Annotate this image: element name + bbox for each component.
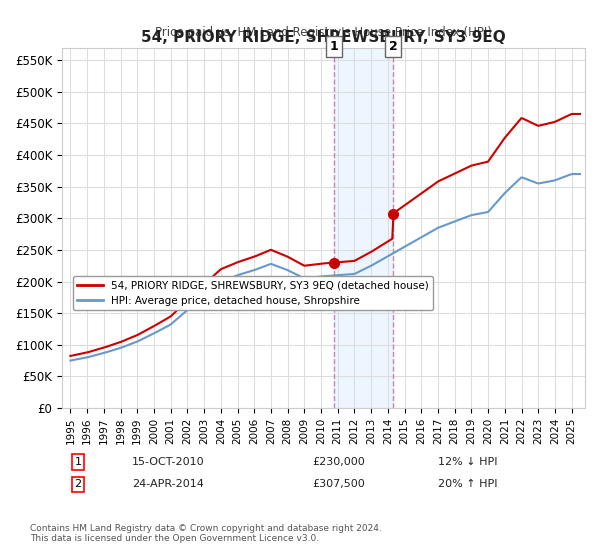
Text: 12% ↓ HPI: 12% ↓ HPI [438, 457, 497, 467]
Text: 15-OCT-2010: 15-OCT-2010 [132, 457, 205, 467]
Text: 2: 2 [74, 479, 82, 489]
Text: Price paid vs. HM Land Registry's House Price Index (HPI): Price paid vs. HM Land Registry's House … [155, 26, 492, 39]
Text: 2: 2 [389, 40, 397, 53]
Bar [334, 48, 393, 408]
Text: £307,500: £307,500 [312, 479, 365, 489]
Legend: 54, PRIORY RIDGE, SHREWSBURY, SY3 9EQ (detached house), HPI: Average price, deta: 54, PRIORY RIDGE, SHREWSBURY, SY3 9EQ (d… [73, 276, 433, 310]
Text: 24-APR-2014: 24-APR-2014 [132, 479, 204, 489]
Text: 1: 1 [74, 457, 82, 467]
Text: £230,000: £230,000 [312, 457, 365, 467]
Text: 1: 1 [330, 40, 338, 53]
Text: 20% ↑ HPI: 20% ↑ HPI [438, 479, 497, 489]
Text: Contains HM Land Registry data © Crown copyright and database right 2024.
This d: Contains HM Land Registry data © Crown c… [30, 524, 382, 543]
Title: 54, PRIORY RIDGE, SHREWSBURY, SY3 9EQ: 54, PRIORY RIDGE, SHREWSBURY, SY3 9EQ [141, 30, 506, 45]
